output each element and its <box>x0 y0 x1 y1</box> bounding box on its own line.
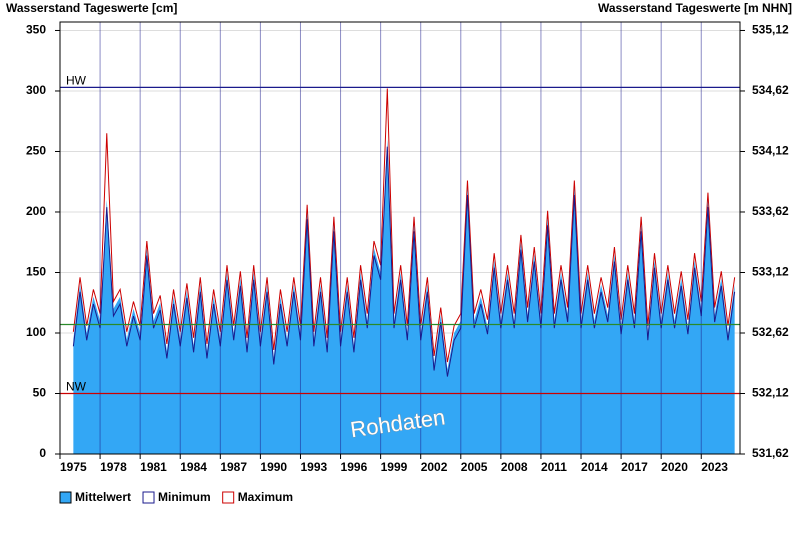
plot-frame <box>59 21 741 455</box>
y2-tick-label: 533,62 <box>752 204 789 218</box>
legend-label: Maximum <box>238 490 293 504</box>
y2-tick-label: 532,12 <box>752 386 789 400</box>
y2-tick-label: 533,12 <box>752 265 789 279</box>
y-tick-label: 0 <box>39 446 46 460</box>
x-tick-label: 1999 <box>381 460 408 474</box>
x-tick-label: 2020 <box>661 460 688 474</box>
y-tick-label: 100 <box>26 325 46 339</box>
x-tick-label: 1981 <box>140 460 167 474</box>
x-tick-label: 1975 <box>60 460 87 474</box>
x-tick-label: 2023 <box>701 460 728 474</box>
y2-tick-label: 535,12 <box>752 23 789 37</box>
x-tick-label: 2017 <box>621 460 648 474</box>
x-tick-label: 1987 <box>220 460 247 474</box>
line-series <box>72 88 736 363</box>
x-tick-label: 1996 <box>341 460 368 474</box>
reference-label: NW <box>66 380 87 394</box>
legend-label: Minimum <box>158 490 211 504</box>
y2-tick-label: 534,12 <box>752 144 789 158</box>
x-tick-label: 2005 <box>461 460 488 474</box>
y2-tick-label: 534,62 <box>752 83 789 97</box>
reference-label: HW <box>66 74 87 88</box>
x-tick-label: 2011 <box>541 460 567 474</box>
area-series <box>73 139 735 454</box>
y-tick-label: 50 <box>33 386 47 400</box>
chart-title: Wasserstand Tageswerte [cm] <box>6 1 177 15</box>
y2-title: Wasserstand Tageswerte [m NHN] <box>598 1 792 15</box>
x-tick-label: 2014 <box>581 460 608 474</box>
x-tick-label: 2008 <box>501 460 528 474</box>
x-tick-label: 1990 <box>260 460 287 474</box>
y-tick-label: 150 <box>26 265 46 279</box>
legend-swatch <box>59 491 72 504</box>
y-tick-label: 350 <box>26 23 46 37</box>
legend-swatch <box>142 491 155 504</box>
y-tick-label: 300 <box>26 83 46 97</box>
y-tick-label: 250 <box>26 144 46 158</box>
x-tick-label: 1993 <box>300 460 327 474</box>
y2-tick-label: 532,62 <box>752 325 789 339</box>
y-tick-label: 200 <box>26 204 46 218</box>
line-series <box>72 146 736 377</box>
x-tick-label: 1984 <box>180 460 207 474</box>
legend-label: Mittelwert <box>75 490 131 504</box>
legend-swatch <box>222 491 235 504</box>
x-tick-label: 1978 <box>100 460 127 474</box>
x-tick-label: 2002 <box>421 460 448 474</box>
y2-tick-label: 531,62 <box>752 446 789 460</box>
